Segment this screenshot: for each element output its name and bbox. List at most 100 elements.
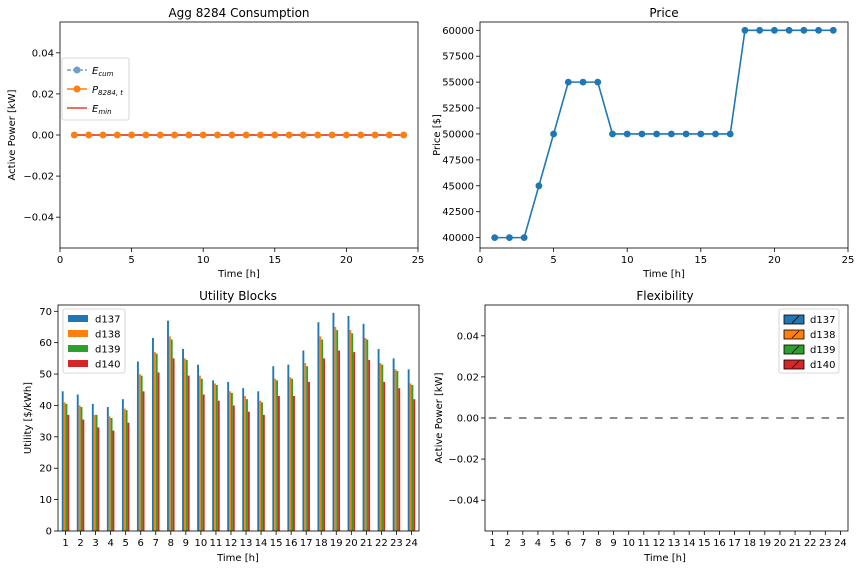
bar-d137 [392, 358, 395, 531]
legend-swatch-d140 [783, 359, 805, 370]
y-tick-label: −0.04 [23, 213, 54, 224]
legend-label-d139: d139 [95, 345, 120, 356]
bar-d139 [200, 378, 203, 531]
series-point-1 [328, 131, 336, 139]
x-tick-label: 3 [520, 538, 526, 549]
series-point-1 [257, 131, 264, 139]
bar-d137 [317, 322, 320, 531]
x-tick-label: 4 [535, 538, 541, 549]
x-tick-label: 15 [694, 255, 707, 266]
utility-legend: d137 d138 d139 d140 [62, 308, 126, 374]
bar-d138 [153, 352, 156, 531]
price-line [494, 29, 834, 239]
x-tick-label: 19 [330, 538, 343, 549]
bar-d139 [261, 402, 263, 531]
bar-d140 [217, 400, 220, 531]
x-tick-label: 17 [728, 538, 741, 549]
x-tick-label: 5 [550, 255, 556, 266]
x-tick-label: 13 [240, 538, 253, 549]
y-tick-label: 0.04 [32, 48, 54, 59]
bar-d138 [78, 405, 81, 531]
consumption-series [70, 131, 408, 139]
legend-label-ecum: E [92, 66, 99, 77]
series-point-1 [185, 131, 193, 139]
x-tick-label: 1 [62, 538, 68, 549]
legend-label-d138: d138 [95, 330, 120, 341]
series-point-1 [70, 131, 78, 139]
bar-d138 [259, 400, 262, 531]
price-point [829, 26, 837, 34]
price-x-axis-label: Time [h] [642, 269, 685, 280]
bar-d139 [291, 378, 294, 531]
bar-d140 [383, 381, 386, 531]
bar-d139 [366, 339, 369, 531]
bar-d137 [227, 381, 230, 531]
x-tick-label: 17 [300, 538, 313, 549]
y-tick-label: 0.04 [457, 331, 479, 342]
x-tick-label: 10 [622, 538, 635, 549]
bar-d138 [364, 337, 367, 531]
price-series [491, 26, 837, 242]
series-point-1 [371, 131, 379, 139]
series-point-1 [357, 131, 365, 139]
x-tick-label: 18 [743, 538, 756, 549]
bar-d137 [272, 366, 275, 531]
bar-d140 [112, 430, 115, 531]
x-tick-label: 9 [610, 538, 616, 549]
bar-d139 [80, 407, 83, 531]
price-point [800, 26, 808, 34]
x-tick-label: 9 [183, 538, 189, 549]
series-point-1 [156, 131, 164, 139]
bar-d139 [125, 410, 128, 531]
bar-d140 [172, 358, 175, 531]
x-tick-label: 15 [268, 255, 281, 266]
y-tick-label: 0.00 [457, 414, 479, 425]
bar-d139 [155, 353, 158, 531]
x-tick-label: 24 [834, 538, 847, 549]
consumption-panel: Agg 8284 Consumption 0 5 10 15 20 25 −0.04−0.… [7, 6, 424, 280]
x-tick-label: 7 [153, 538, 159, 549]
flexibility-panel: Flexibility 1 2 3 4 5 6 7 8 9 10 11 12 13 14 15 16 17 18 1… [434, 289, 849, 564]
utility-legend-box [62, 308, 126, 374]
x-tick-label: 12 [653, 538, 666, 549]
x-tick-label: 20 [345, 538, 358, 549]
series-point-1 [271, 131, 279, 139]
svg-text:Ecum: Ecum [92, 66, 114, 78]
bar-d139 [215, 385, 218, 531]
x-tick-label: 4 [107, 538, 113, 549]
series-point-1 [242, 131, 250, 139]
legend-entry-p8284: P8284, t [67, 85, 123, 97]
bar-d139 [351, 333, 354, 531]
legend-swatch-d138 [68, 330, 88, 337]
bar-d137 [332, 312, 335, 531]
legend-label-emin-sub: min [98, 108, 111, 116]
bar-d140 [368, 359, 371, 531]
price-point [815, 26, 822, 34]
legend-label-d138: d138 [810, 330, 835, 341]
legend-swatch-d140 [68, 360, 88, 367]
x-tick-label: 10 [195, 538, 208, 549]
bar-d140 [323, 358, 325, 531]
price-point [579, 78, 587, 86]
price-y-axis-label: Price [$] [432, 114, 443, 156]
flexibility-legend: d137 d138 d139 d140 [778, 308, 840, 374]
legend-label-p8284-sub: 8284, t [98, 89, 123, 97]
bar-d139 [396, 370, 399, 531]
legend-hatch-d138 [791, 330, 800, 339]
x-tick-label: 14 [683, 538, 696, 549]
bar-d139 [381, 364, 384, 531]
legend-swatch-d137 [68, 315, 88, 322]
price-y-ticks: 40000 42500 45000 47500 50000 52500 55000 57500… [442, 26, 480, 244]
flexibility-y-ticks: −0.04 −0.02 0.00 0.02 0.04 [448, 331, 485, 507]
y-tick-label: 55000 [442, 78, 474, 89]
legend-label-emin: E [92, 104, 99, 115]
x-tick-label: 8 [168, 538, 174, 549]
x-tick-label: 20 [768, 255, 781, 266]
x-tick-label: 2 [505, 538, 511, 549]
bar-d138 [319, 336, 322, 531]
price-point [594, 78, 602, 86]
x-tick-label: 5 [550, 538, 556, 549]
bar-d138 [183, 358, 186, 531]
price-point [491, 234, 499, 242]
y-tick-label: 20 [39, 464, 52, 475]
